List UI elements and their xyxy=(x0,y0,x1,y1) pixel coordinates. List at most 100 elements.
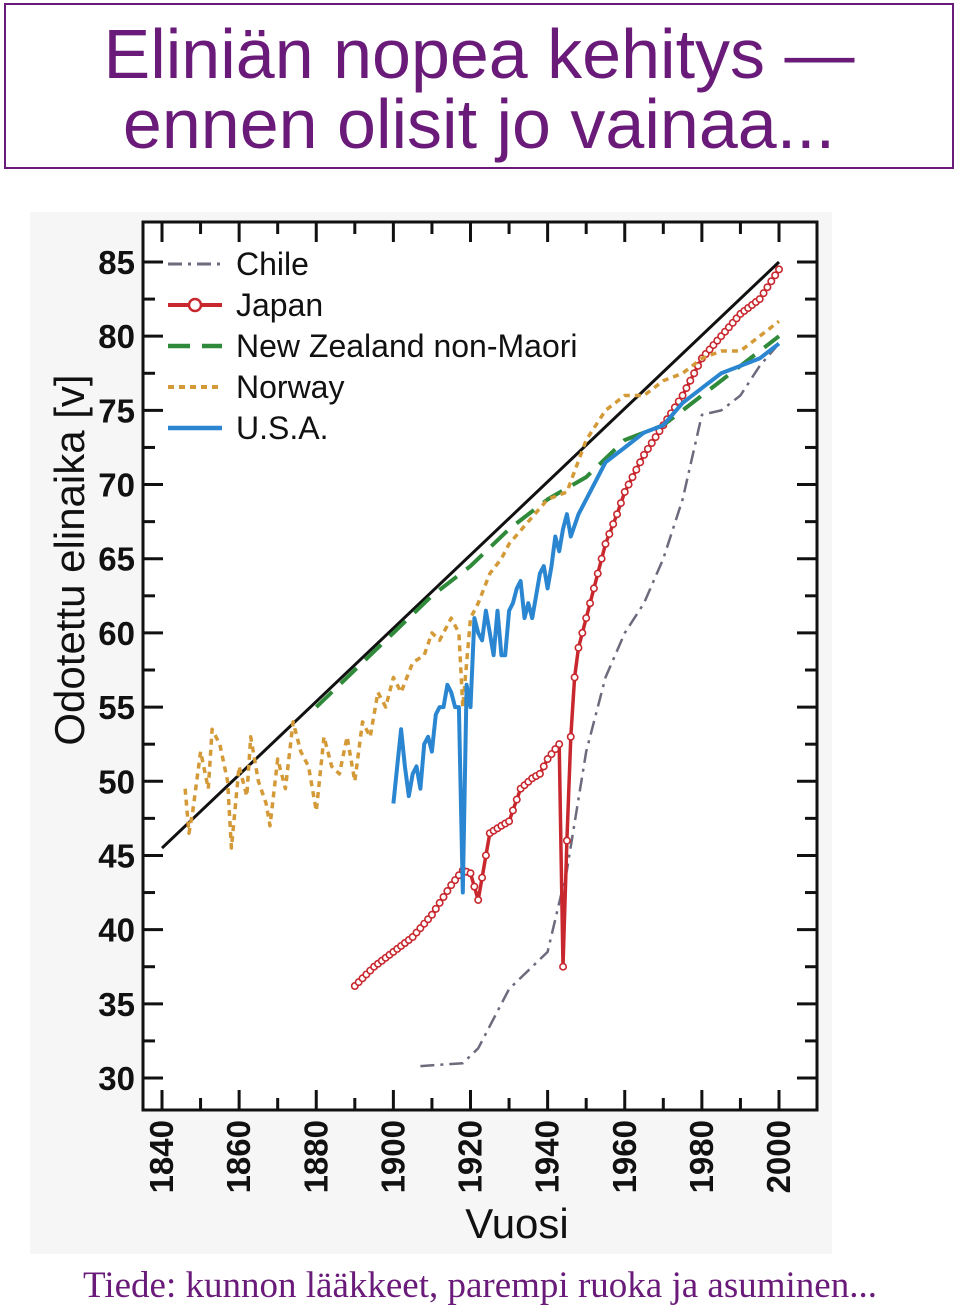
japan-point xyxy=(636,458,645,467)
japan-point xyxy=(551,745,560,754)
y-tick-label: 35 xyxy=(98,986,135,1023)
legend-label: Norway xyxy=(236,369,344,405)
japan-point xyxy=(632,465,641,474)
y-tick-label: 55 xyxy=(98,689,135,726)
y-tick-label: 70 xyxy=(98,467,135,504)
japan-point xyxy=(771,271,780,280)
japan-point xyxy=(543,755,552,764)
legend-label: New Zealand non-Maori xyxy=(236,328,578,364)
japan-point xyxy=(539,762,548,771)
x-tick-label: 1840 xyxy=(143,1120,180,1193)
japan-point xyxy=(767,277,776,286)
japan-point xyxy=(755,295,764,304)
series-line-u-s-a- xyxy=(391,342,781,895)
japan-point xyxy=(466,869,475,878)
japan-point xyxy=(443,887,452,896)
title-line-2: ennen olisit jo vainaa... xyxy=(122,85,836,163)
series-line-norway xyxy=(183,319,781,850)
title-box: Eliniän nopea kehitys — ennen olisit jo … xyxy=(4,3,954,169)
footer-text: Tiede: kunnon lääkkeet, parempi ruoka ja… xyxy=(83,1265,877,1306)
japan-point xyxy=(512,795,521,804)
japan-point xyxy=(624,480,633,489)
japan-point xyxy=(447,881,456,890)
x-tick-label: 1880 xyxy=(297,1120,334,1193)
japan-point xyxy=(451,876,460,885)
japan-point xyxy=(566,732,575,741)
japan-point xyxy=(574,643,583,652)
japan-point xyxy=(589,584,598,593)
title-line-1: Eliniän nopea kehitys — xyxy=(103,15,855,93)
japan-point xyxy=(605,529,614,538)
japan-point xyxy=(613,510,622,519)
x-tick-label: 2000 xyxy=(760,1120,797,1193)
legend-label: Chile xyxy=(236,246,309,282)
x-axis-title: Vuosi xyxy=(465,1200,569,1247)
y-tick-label: 85 xyxy=(98,244,135,281)
japan-point xyxy=(559,962,568,971)
y-tick-label: 40 xyxy=(98,912,135,949)
series-line-chile xyxy=(420,342,780,1068)
axis-ticks xyxy=(143,222,817,1110)
japan-point xyxy=(601,539,610,548)
japan-point xyxy=(474,895,483,904)
japan-point xyxy=(628,473,637,482)
japan-point xyxy=(763,283,772,292)
x-tick-label: 1900 xyxy=(374,1120,411,1193)
japan-point xyxy=(651,433,660,442)
japan-point xyxy=(620,487,629,496)
japan-point xyxy=(439,892,448,901)
tick-labels: 1840 1860 1880 1900 1920 1940 1960 1980 2000 30 35… xyxy=(98,244,797,1193)
japan-point xyxy=(690,369,699,378)
japan-point xyxy=(427,910,436,919)
legend-marker xyxy=(187,297,203,313)
japan-point xyxy=(435,898,444,907)
plot-area xyxy=(141,220,819,1112)
japan-point xyxy=(570,673,579,682)
legend-label: Japan xyxy=(236,287,323,323)
japan-point xyxy=(481,851,490,860)
japan-point xyxy=(647,439,656,448)
japan-point xyxy=(597,554,606,563)
japan-point xyxy=(431,904,440,913)
japan-point xyxy=(593,569,602,578)
japan-point xyxy=(643,444,652,453)
japan-point xyxy=(535,769,544,778)
y-tick-label: 50 xyxy=(98,763,135,800)
japan-point xyxy=(678,391,687,400)
japan-point xyxy=(609,520,618,529)
x-tick-label: 1980 xyxy=(683,1120,720,1193)
y-tick-label: 30 xyxy=(98,1060,135,1097)
x-tick-label: 1940 xyxy=(529,1120,566,1193)
japan-point xyxy=(562,836,571,845)
japan-point xyxy=(686,376,695,385)
x-tick-label: 1920 xyxy=(452,1120,489,1193)
series-layer xyxy=(160,260,783,1068)
legend-label: U.S.A. xyxy=(236,410,328,446)
x-tick-label: 1860 xyxy=(220,1120,257,1193)
japan-point xyxy=(478,873,487,882)
japan-point xyxy=(640,450,649,459)
x-tick-label: 1960 xyxy=(606,1120,643,1193)
japan-point xyxy=(682,384,691,393)
legend: Chile Japan New Zealand non-Maori Norway U.S… xyxy=(168,246,578,446)
y-tick-label: 45 xyxy=(98,837,135,874)
y-axis-title: Odotettu elinaika [v] xyxy=(46,374,93,745)
japan-point xyxy=(616,499,625,508)
series-line-new-zealand-non-maori xyxy=(314,334,781,709)
japan-point xyxy=(505,817,514,826)
japan-point xyxy=(774,265,783,274)
japan-point xyxy=(555,740,564,749)
y-tick-label: 65 xyxy=(98,541,135,578)
japan-point xyxy=(547,750,556,759)
japan-point xyxy=(508,806,517,815)
trend-line xyxy=(160,260,781,850)
japan-point xyxy=(578,628,587,637)
japan-point xyxy=(586,599,595,608)
y-tick-label: 80 xyxy=(98,318,135,355)
y-tick-label: 60 xyxy=(98,615,135,652)
japan-point xyxy=(759,289,768,298)
japan-point xyxy=(470,882,479,891)
japan-point xyxy=(582,614,591,623)
y-tick-label: 75 xyxy=(98,392,135,429)
